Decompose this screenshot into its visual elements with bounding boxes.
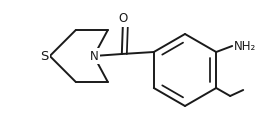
Text: NH₂: NH₂ [234,40,256,53]
Text: S: S [40,49,48,62]
Text: N: N [89,49,98,62]
Text: O: O [118,12,127,25]
